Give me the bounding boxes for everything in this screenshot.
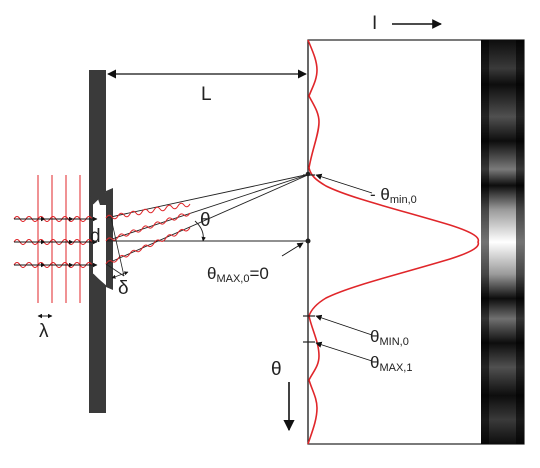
theta-max0-label: θMAX,0=0 <box>207 265 269 285</box>
theta-min0-label: θMIN,0 <box>370 328 409 348</box>
incoming-wavefronts <box>37 175 81 303</box>
diffracted-waves <box>105 202 191 265</box>
theta-min-neg-symbol: - θ <box>370 185 390 204</box>
theta-arc <box>194 220 206 242</box>
theta-label: θ <box>200 210 211 231</box>
theta-axis-label: θ <box>271 359 282 380</box>
fringe-pattern <box>481 40 524 444</box>
slit-geometry <box>105 217 129 279</box>
center-point <box>305 238 311 244</box>
theta-min0-symbol: θ <box>370 327 380 346</box>
theta-max0-subscript: MAX,0 <box>216 273 250 285</box>
intensity-curve <box>307 39 480 445</box>
theta-max0-symbol: θ <box>207 264 217 283</box>
theta-max1-symbol: θ <box>370 353 380 372</box>
incoming-waves <box>13 216 98 268</box>
wavelength-label: λ <box>39 321 49 342</box>
theta-max0-suffix: =0 <box>249 264 269 283</box>
slit-width-label: d <box>90 226 101 247</box>
theta-min0-subscript: MIN,0 <box>379 336 409 348</box>
min-point <box>305 171 311 177</box>
theta-max1-label: θMAX,1 <box>370 354 412 374</box>
theta-min-neg-subscript: min,0 <box>389 194 417 206</box>
intensity-label: I <box>372 13 378 34</box>
path-difference-label: δ <box>118 278 129 299</box>
distance-label: L <box>201 84 212 105</box>
theta-min-neg-label: - θmin,0 <box>370 186 417 206</box>
theta-max1-subscript: MAX,1 <box>379 362 413 374</box>
pointer-arrows <box>281 173 373 362</box>
diffraction-rays <box>105 173 311 265</box>
